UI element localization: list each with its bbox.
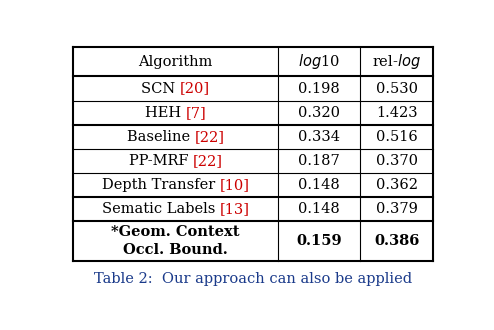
Text: Baseline [22]: Baseline [22] [127, 130, 224, 144]
Text: [20]: [20] [180, 82, 210, 95]
Text: HEH: HEH [62, 106, 102, 120]
Text: SCN [20]: SCN [20] [141, 82, 210, 95]
Text: [7]: [7] [186, 106, 206, 120]
Text: [22]: [22] [193, 154, 223, 168]
Text: [13]: [13] [220, 202, 249, 216]
Text: Sematic Labels: Sematic Labels [102, 202, 220, 216]
Text: 0.148: 0.148 [298, 202, 340, 216]
Text: *Geom. Context
Occl. Bound.: *Geom. Context Occl. Bound. [112, 225, 240, 257]
Text: HEH [7]: HEH [7] [145, 106, 206, 120]
Text: SCN: SCN [62, 82, 101, 95]
Text: PP-MRF: PP-MRF [128, 154, 193, 168]
Text: HEH: HEH [145, 106, 186, 120]
Text: 0.334: 0.334 [298, 130, 340, 144]
Text: PP-MRF [22]: PP-MRF [22] [128, 154, 223, 168]
Text: Baseline: Baseline [127, 130, 195, 144]
Text: Sematic Labels [13]: Sematic Labels [13] [102, 202, 249, 216]
Text: 0.386: 0.386 [374, 234, 419, 248]
Text: Depth Transfer: Depth Transfer [62, 178, 180, 192]
Text: [10]: [10] [220, 178, 249, 192]
Text: 0.198: 0.198 [298, 82, 340, 95]
Text: 0.148: 0.148 [298, 178, 340, 192]
Text: Baseline: Baseline [62, 130, 129, 144]
Text: $\mathit{log}$10: $\mathit{log}$10 [298, 52, 340, 71]
Text: SCN: SCN [141, 82, 180, 95]
Text: Sematic Labels: Sematic Labels [62, 202, 180, 216]
Text: Algorithm: Algorithm [138, 55, 213, 69]
Text: Depth Transfer: Depth Transfer [102, 178, 220, 192]
Text: 0.379: 0.379 [376, 202, 418, 216]
Text: 1.423: 1.423 [376, 106, 417, 120]
Text: 0.362: 0.362 [376, 178, 418, 192]
Text: 0.159: 0.159 [296, 234, 342, 248]
Text: [22]: [22] [195, 130, 224, 144]
Text: rel-$\mathit{log}$: rel-$\mathit{log}$ [372, 52, 421, 71]
Text: 0.187: 0.187 [298, 154, 340, 168]
Text: 0.370: 0.370 [376, 154, 418, 168]
Text: 0.516: 0.516 [376, 130, 417, 144]
Text: Table 2:  Our approach can also be applied: Table 2: Our approach can also be applie… [94, 272, 412, 286]
Text: Depth Transfer [10]: Depth Transfer [10] [102, 178, 249, 192]
Text: 0.320: 0.320 [298, 106, 340, 120]
Text: PP-MRF: PP-MRF [62, 154, 126, 168]
Text: 0.530: 0.530 [376, 82, 418, 95]
